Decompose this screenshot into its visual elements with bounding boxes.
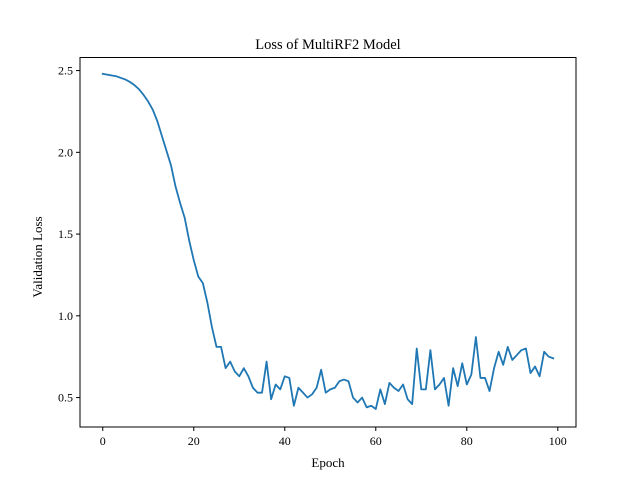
series-line (101, 72, 555, 410)
x-tick-label: 60 (370, 434, 382, 448)
x-tick-label: 100 (549, 434, 567, 448)
x-tick-label: 0 (100, 434, 106, 448)
x-tick-label: 40 (279, 434, 291, 448)
x-tick-label: 80 (461, 434, 473, 448)
plot-frame (79, 57, 577, 428)
x-axis-ticks: 0 20 40 60 80 100 (100, 427, 567, 448)
plot-series (101, 72, 555, 410)
y-tick-label: 0.5 (58, 391, 73, 405)
y-tick-label: 2.0 (58, 145, 73, 159)
y-tick-label: 1.0 (58, 309, 73, 323)
x-axis-label: Epoch (311, 455, 345, 470)
x-tick-label: 20 (188, 434, 200, 448)
y-tick-label: 1.5 (58, 227, 73, 241)
chart-title: Loss of MultiRF2 Model (255, 37, 400, 53)
y-axis-label: Validation Loss (30, 216, 45, 297)
y-axis-ticks: 0.5 1.0 1.5 2.0 2.5 (58, 64, 80, 405)
y-tick-label: 2.5 (58, 64, 73, 78)
